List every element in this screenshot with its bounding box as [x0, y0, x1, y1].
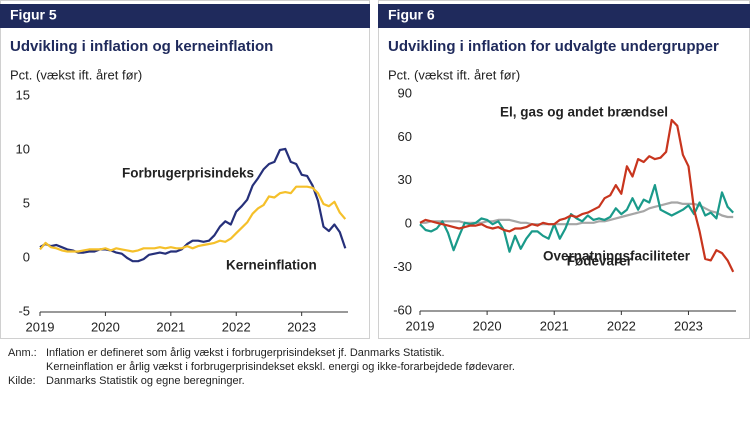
figure-label: Figur 5	[10, 7, 57, 23]
series-line	[39, 147, 347, 263]
y-tick-label: -30	[393, 259, 412, 274]
series-label: Fødevarer	[567, 254, 633, 269]
y-tick-label: 30	[398, 172, 412, 187]
x-tick-label: 2021	[540, 318, 569, 333]
chart-title: Udvikling i inflation og kerneinflation	[10, 38, 273, 55]
y-tick-label: 10	[16, 141, 30, 156]
figure-header	[0, 4, 370, 28]
panel-frame	[0, 0, 370, 339]
y-tick-label: 0	[23, 249, 30, 264]
y-tick-label: 5	[23, 195, 30, 210]
figure-header	[378, 4, 750, 28]
series-label: Overnatningsfaciliteter	[543, 249, 691, 264]
note-text: Kerneinflation er årlig vækst i forbruge…	[46, 361, 515, 373]
x-tick-label: 2023	[674, 318, 703, 333]
y-axis-label: Pct. (vækst ift. året før)	[388, 67, 520, 82]
series-line	[420, 201, 734, 226]
y-tick-label: 90	[398, 85, 412, 100]
x-tick-label: 2022	[222, 319, 251, 334]
series-line	[419, 184, 734, 253]
y-tick-label: 15	[16, 87, 30, 102]
x-tick-label: 2019	[26, 319, 55, 334]
chart-title: Udvikling i inflation for udvalgte under…	[388, 38, 719, 55]
y-tick-label: 60	[398, 129, 412, 144]
note-label: Kilde:	[8, 375, 36, 387]
figure-label: Figur 6	[388, 7, 435, 23]
note-text: Inflation er defineret som årlig vækst i…	[46, 347, 445, 359]
series-label: Kerneinflation	[226, 258, 317, 273]
note-text: Danmarks Statistik og egne beregninger.	[46, 375, 245, 387]
series-line	[39, 185, 347, 253]
note-label: Anm.:	[8, 347, 37, 359]
x-tick-label: 2020	[91, 319, 120, 334]
x-tick-label: 2023	[287, 319, 316, 334]
y-tick-label: -5	[18, 303, 30, 318]
y-axis-label: Pct. (vækst ift. året før)	[10, 67, 142, 82]
y-tick-label: -60	[393, 302, 412, 317]
series-label: Forbrugerprisindeks	[122, 166, 254, 181]
y-tick-label: 0	[405, 216, 412, 231]
series-line	[419, 118, 735, 273]
series-label: El, gas og andet brændsel	[500, 105, 668, 120]
x-tick-label: 2020	[473, 318, 502, 333]
x-tick-label: 2022	[607, 318, 636, 333]
x-tick-label: 2019	[406, 318, 435, 333]
x-tick-label: 2021	[156, 319, 185, 334]
